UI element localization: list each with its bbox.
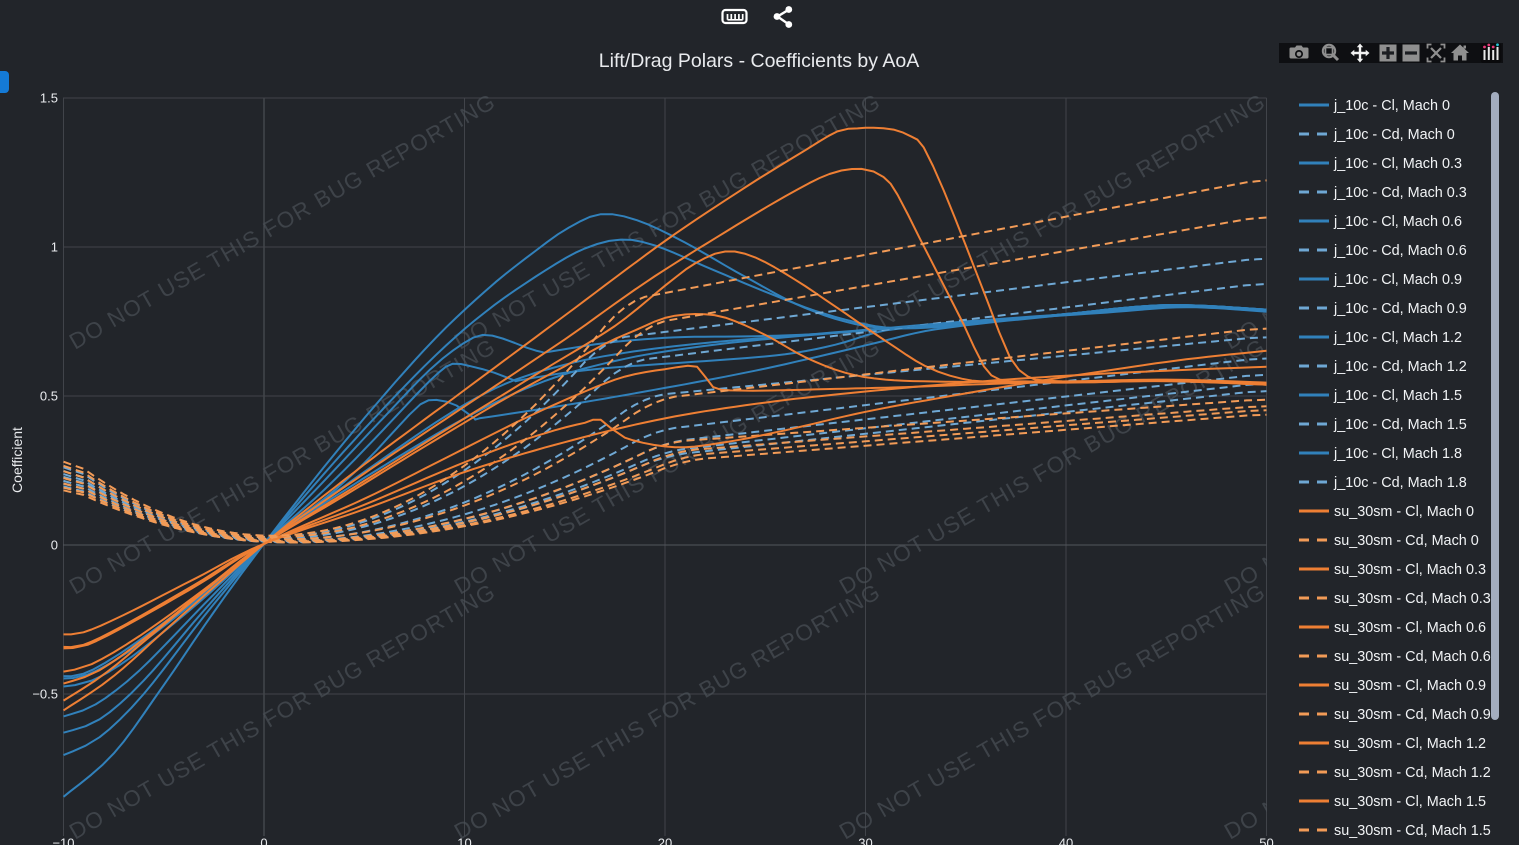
svg-text:j_10c - Cd, Mach 0.3: j_10c - Cd, Mach 0.3 bbox=[1333, 185, 1467, 201]
svg-text:su_30sm - Cd, Mach 0: su_30sm - Cd, Mach 0 bbox=[1334, 533, 1479, 549]
svg-text:su_30sm - Cd, Mach 0.9: su_30sm - Cd, Mach 0.9 bbox=[1334, 707, 1491, 723]
svg-text:j_10c - Cl, Mach 0: j_10c - Cl, Mach 0 bbox=[1333, 98, 1450, 114]
svg-text:j_10c - Cl, Mach 1.5: j_10c - Cl, Mach 1.5 bbox=[1333, 388, 1462, 404]
svg-text:su_30sm - Cl, Mach 0.9: su_30sm - Cl, Mach 0.9 bbox=[1334, 678, 1486, 694]
svg-text:0: 0 bbox=[260, 836, 267, 845]
svg-text:su_30sm - Cl, Mach 0.3: su_30sm - Cl, Mach 0.3 bbox=[1334, 562, 1486, 578]
svg-text:Lift/Drag Polars - Coefficient: Lift/Drag Polars - Coefficients by AoA bbox=[599, 50, 919, 72]
svg-text:Coefficient: Coefficient bbox=[9, 427, 25, 493]
svg-text:j_10c - Cd, Mach 1.5: j_10c - Cd, Mach 1.5 bbox=[1333, 417, 1467, 433]
svg-text:su_30sm - Cd, Mach 1.5: su_30sm - Cd, Mach 1.5 bbox=[1334, 823, 1491, 839]
svg-text:10: 10 bbox=[457, 836, 471, 845]
svg-text:j_10c - Cd, Mach 1.8: j_10c - Cd, Mach 1.8 bbox=[1333, 475, 1467, 491]
svg-text:30: 30 bbox=[858, 836, 872, 845]
svg-text:50: 50 bbox=[1259, 836, 1273, 845]
svg-text:su_30sm - Cd, Mach 1.2: su_30sm - Cd, Mach 1.2 bbox=[1334, 765, 1491, 781]
svg-text:0.5: 0.5 bbox=[40, 389, 58, 404]
svg-text:j_10c - Cl, Mach 0.3: j_10c - Cl, Mach 0.3 bbox=[1333, 156, 1462, 172]
svg-text:su_30sm - Cl, Mach 0.6: su_30sm - Cl, Mach 0.6 bbox=[1334, 620, 1486, 636]
svg-text:−0.5: −0.5 bbox=[32, 687, 58, 702]
svg-text:j_10c - Cd, Mach 0.9: j_10c - Cd, Mach 0.9 bbox=[1333, 301, 1467, 317]
svg-text:su_30sm - Cl, Mach 1.2: su_30sm - Cl, Mach 1.2 bbox=[1334, 736, 1486, 752]
svg-text:j_10c - Cl, Mach 0.6: j_10c - Cl, Mach 0.6 bbox=[1333, 214, 1462, 230]
svg-text:j_10c - Cl, Mach 1.2: j_10c - Cl, Mach 1.2 bbox=[1333, 330, 1462, 346]
svg-text:1.5: 1.5 bbox=[40, 91, 58, 106]
svg-text:j_10c - Cd, Mach 1.2: j_10c - Cd, Mach 1.2 bbox=[1333, 359, 1467, 375]
svg-text:j_10c - Cl, Mach 0.9: j_10c - Cl, Mach 0.9 bbox=[1333, 272, 1462, 288]
svg-text:0: 0 bbox=[51, 538, 58, 553]
svg-text:su_30sm - Cl, Mach 0: su_30sm - Cl, Mach 0 bbox=[1334, 504, 1474, 520]
svg-text:j_10c - Cd, Mach 0: j_10c - Cd, Mach 0 bbox=[1333, 127, 1455, 143]
svg-text:1: 1 bbox=[51, 240, 58, 255]
svg-text:su_30sm - Cd, Mach 0.6: su_30sm - Cd, Mach 0.6 bbox=[1334, 649, 1491, 665]
svg-text:−10: −10 bbox=[52, 836, 74, 845]
svg-text:j_10c - Cd, Mach 0.6: j_10c - Cd, Mach 0.6 bbox=[1333, 243, 1467, 259]
svg-text:j_10c - Cl, Mach 1.8: j_10c - Cl, Mach 1.8 bbox=[1333, 446, 1462, 462]
svg-text:20: 20 bbox=[658, 836, 672, 845]
svg-text:su_30sm - Cd, Mach 0.3: su_30sm - Cd, Mach 0.3 bbox=[1334, 591, 1491, 607]
svg-text:40: 40 bbox=[1059, 836, 1073, 845]
svg-text:su_30sm - Cl, Mach 1.5: su_30sm - Cl, Mach 1.5 bbox=[1334, 794, 1486, 810]
